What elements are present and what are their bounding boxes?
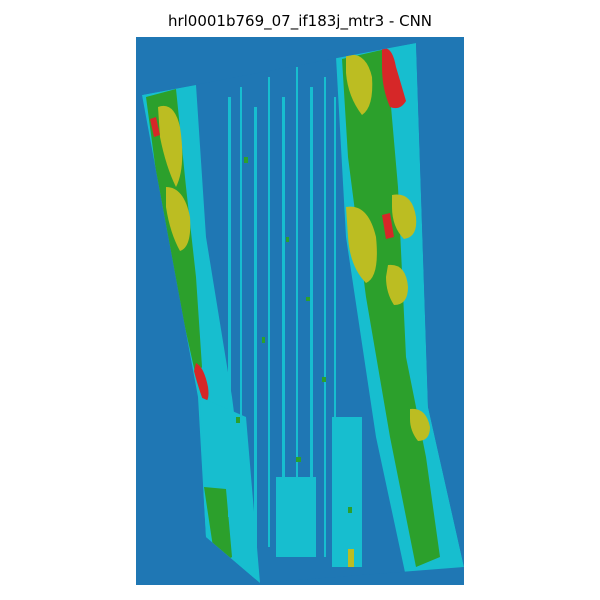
classification-map-canvas — [136, 37, 464, 585]
left-olive-patch-2 — [166, 187, 191, 251]
figure-title: hrl0001b769_07_if183j_mtr3 - CNN — [167, 12, 433, 30]
right-red-patch-1 — [382, 48, 406, 109]
image-strip — [142, 43, 464, 583]
lower-left-green — [204, 487, 232, 567]
left-red-spot-1 — [150, 117, 160, 137]
right-olive-patch-3 — [392, 194, 417, 239]
classification-map — [136, 37, 464, 585]
left-red-spot-2 — [194, 363, 209, 403]
right-olive-patch-4 — [386, 264, 408, 305]
center-green-specks — [236, 157, 352, 513]
right-olive-patch-5 — [410, 408, 430, 441]
left-olive-patch-1 — [158, 105, 183, 187]
right-red-patch-2 — [382, 213, 394, 239]
right-olive-patch-2 — [346, 206, 377, 283]
center-streaks — [228, 67, 362, 567]
bottom-olive-speck — [348, 549, 354, 567]
right-olive-patch-1 — [346, 54, 373, 115]
